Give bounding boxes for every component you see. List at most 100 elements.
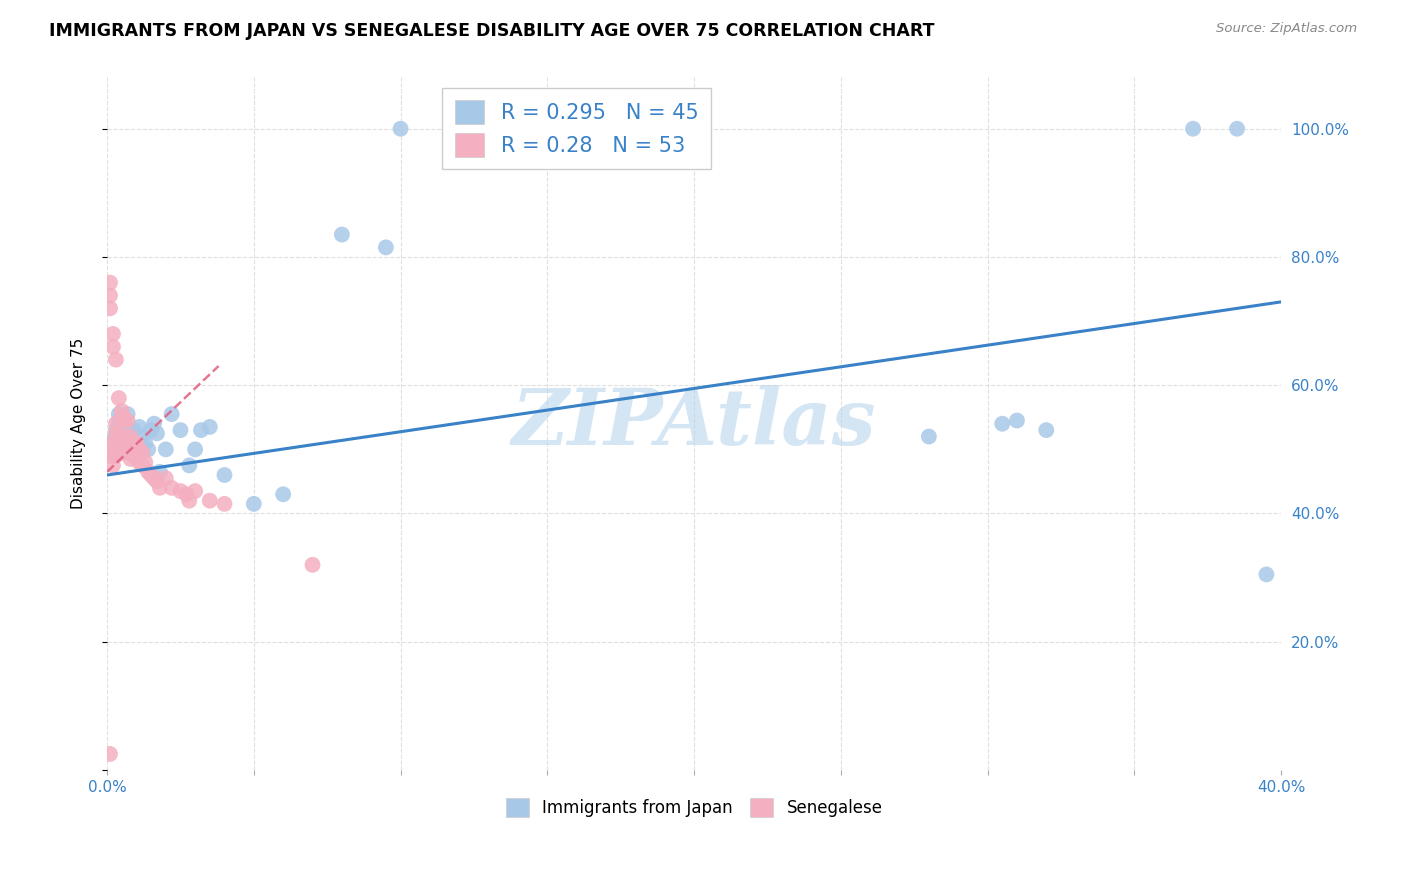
Point xyxy=(125,449,148,463)
Point xyxy=(139,468,162,483)
Point xyxy=(179,458,201,473)
Point xyxy=(101,436,124,450)
Point xyxy=(374,240,396,254)
Point xyxy=(125,439,148,453)
Point xyxy=(104,426,127,441)
Point xyxy=(122,436,145,450)
Point xyxy=(104,417,127,431)
Point xyxy=(101,340,124,354)
Point xyxy=(131,429,153,443)
Text: Source: ZipAtlas.com: Source: ZipAtlas.com xyxy=(1216,22,1357,36)
Point xyxy=(169,423,191,437)
Point xyxy=(271,487,294,501)
Point xyxy=(111,404,134,418)
Point xyxy=(139,423,162,437)
Point xyxy=(104,352,127,367)
Point xyxy=(108,436,131,450)
Point xyxy=(104,436,127,450)
Point xyxy=(918,429,941,443)
Point xyxy=(117,407,139,421)
Point xyxy=(198,420,221,434)
Point xyxy=(179,493,201,508)
Point xyxy=(108,413,131,427)
Point xyxy=(184,484,207,499)
Point xyxy=(131,458,153,473)
Point xyxy=(143,417,166,431)
Point xyxy=(120,439,142,453)
Point xyxy=(101,449,124,463)
Point xyxy=(111,436,134,450)
Point xyxy=(111,417,134,431)
Point xyxy=(1005,413,1028,427)
Point xyxy=(101,445,124,459)
Point xyxy=(122,436,145,450)
Y-axis label: Disability Age Over 75: Disability Age Over 75 xyxy=(72,338,86,509)
Point xyxy=(134,436,156,450)
Point xyxy=(104,449,127,463)
Point xyxy=(117,445,139,459)
Point xyxy=(104,423,127,437)
Point xyxy=(111,410,134,425)
Point xyxy=(136,442,159,457)
Text: ZIPAtlas: ZIPAtlas xyxy=(512,385,876,462)
Point xyxy=(114,413,136,427)
Point xyxy=(98,747,121,761)
Point xyxy=(122,449,145,463)
Point xyxy=(214,497,236,511)
Point xyxy=(389,121,412,136)
Point xyxy=(1182,121,1205,136)
Point xyxy=(991,417,1014,431)
Point xyxy=(111,445,134,459)
Point xyxy=(134,455,156,469)
Point xyxy=(160,407,183,421)
Point xyxy=(1226,121,1249,136)
Point xyxy=(120,429,142,443)
Point xyxy=(169,484,191,499)
Point xyxy=(301,558,323,572)
Point xyxy=(198,493,221,508)
Point xyxy=(176,487,198,501)
Point xyxy=(146,475,169,489)
Point xyxy=(190,423,212,437)
Point xyxy=(1256,567,1278,582)
Point xyxy=(155,442,177,457)
Point xyxy=(98,301,121,316)
Point xyxy=(108,391,131,405)
Point xyxy=(104,436,127,450)
Point xyxy=(128,442,150,457)
Point xyxy=(160,481,183,495)
Point xyxy=(98,288,121,302)
Point xyxy=(155,471,177,485)
Point xyxy=(136,465,159,479)
Point xyxy=(114,429,136,443)
Point xyxy=(104,445,127,459)
Point xyxy=(98,276,121,290)
Point xyxy=(149,465,172,479)
Legend: Immigrants from Japan, Senegalese: Immigrants from Japan, Senegalese xyxy=(499,791,889,824)
Point xyxy=(120,429,142,443)
Point xyxy=(101,433,124,447)
Point xyxy=(122,423,145,437)
Point xyxy=(149,481,172,495)
Point xyxy=(108,429,131,443)
Point xyxy=(111,439,134,453)
Point xyxy=(98,439,121,453)
Point xyxy=(214,468,236,483)
Point xyxy=(1035,423,1057,437)
Point xyxy=(101,458,124,473)
Point xyxy=(184,442,207,457)
Point xyxy=(98,449,121,463)
Point xyxy=(125,436,148,450)
Point xyxy=(117,436,139,450)
Point xyxy=(108,407,131,421)
Point xyxy=(128,420,150,434)
Point xyxy=(120,452,142,467)
Point xyxy=(114,445,136,459)
Point xyxy=(117,413,139,427)
Point xyxy=(98,445,121,459)
Text: IMMIGRANTS FROM JAPAN VS SENEGALESE DISABILITY AGE OVER 75 CORRELATION CHART: IMMIGRANTS FROM JAPAN VS SENEGALESE DISA… xyxy=(49,22,935,40)
Point xyxy=(101,326,124,341)
Point xyxy=(243,497,266,511)
Point xyxy=(146,426,169,441)
Point xyxy=(131,445,153,459)
